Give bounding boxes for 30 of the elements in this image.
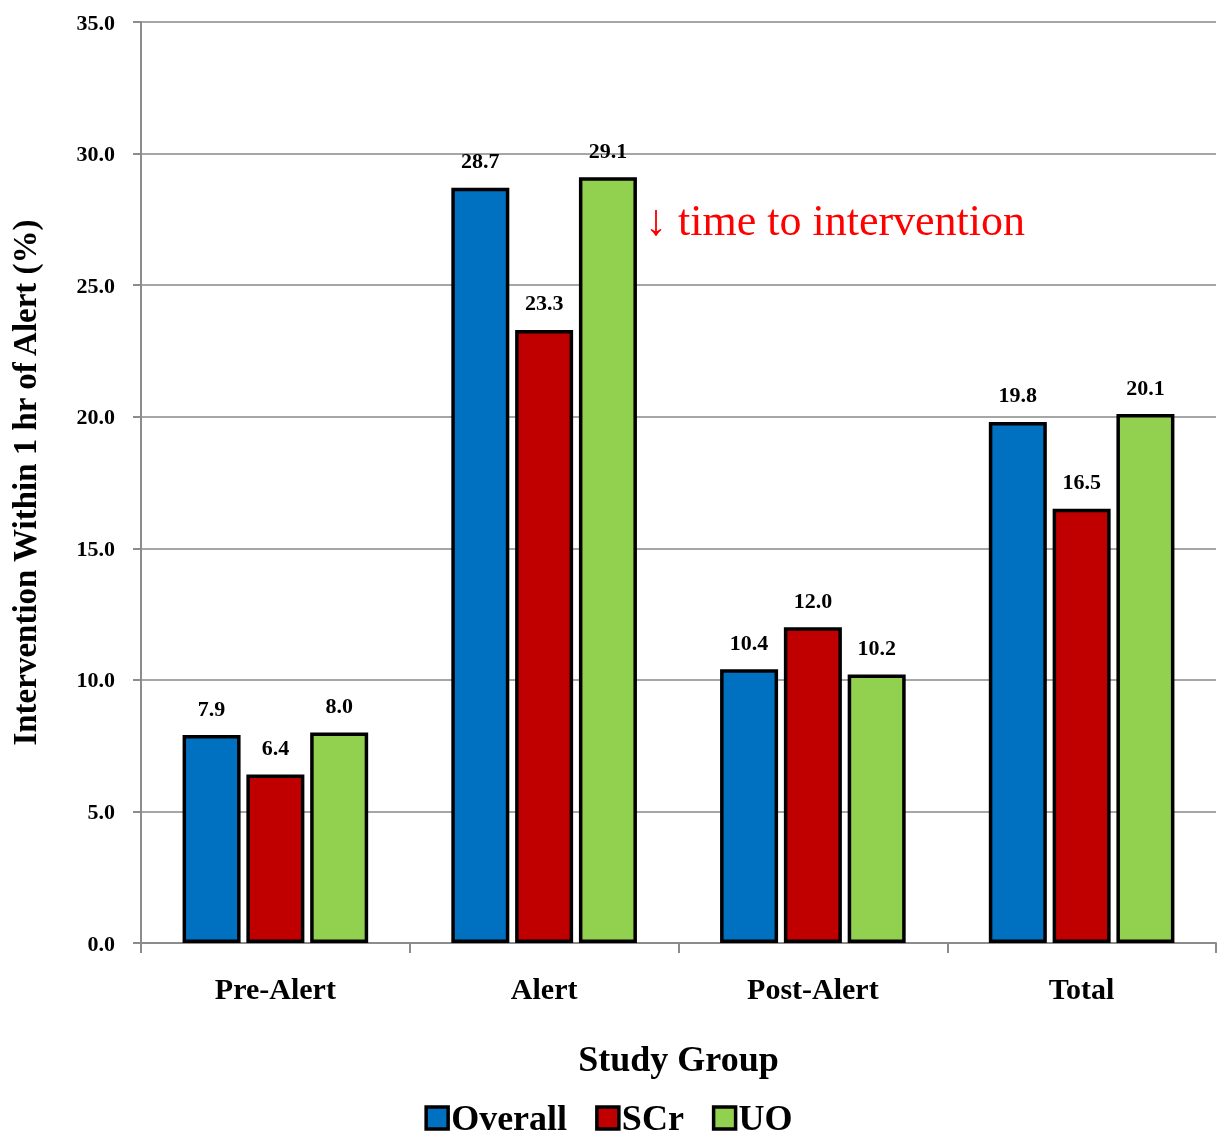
data-label: 19.8: [998, 382, 1038, 408]
x-tick-label: Alert: [510, 971, 578, 1005]
data-label: 28.7: [461, 148, 500, 174]
y-axis-title: Intervention Within 1 hr of Alert (%): [6, 219, 44, 746]
y-tick-label: 20.0: [76, 404, 115, 430]
data-label: 6.4: [261, 735, 290, 761]
y-tick-label: 15.0: [76, 535, 115, 561]
data-label: 16.5: [1062, 469, 1101, 495]
y-tick-label: 25.0: [76, 272, 115, 298]
data-label: 29.1: [588, 137, 628, 163]
y-tick-label: 10.0: [76, 667, 115, 693]
annotation: ↓ time to intervention: [645, 195, 1026, 245]
y-tick-label: 35.0: [76, 9, 115, 35]
legend-label: UO: [738, 1098, 793, 1138]
legend-label: SCr: [621, 1098, 684, 1138]
data-label: 20.1: [1126, 374, 1165, 400]
legend-label: Overall: [451, 1098, 568, 1138]
y-tick-label: 0.0: [87, 930, 115, 956]
data-label: 10.2: [857, 635, 896, 661]
y-tick-label: 30.0: [76, 141, 115, 167]
data-label: 12.0: [793, 587, 833, 613]
data-label: 8.0: [325, 692, 353, 718]
data-label: 10.4: [729, 629, 769, 655]
x-tick-label: Pre-Alert: [214, 971, 336, 1005]
x-tick-label: Post-Alert: [747, 971, 879, 1005]
y-tick-label: 5.0: [87, 798, 115, 824]
x-axis-title: Study Group: [578, 1039, 779, 1079]
data-label: 7.9: [197, 695, 226, 721]
x-tick-label: Total: [1048, 971, 1115, 1005]
data-label: 23.3: [524, 290, 564, 316]
